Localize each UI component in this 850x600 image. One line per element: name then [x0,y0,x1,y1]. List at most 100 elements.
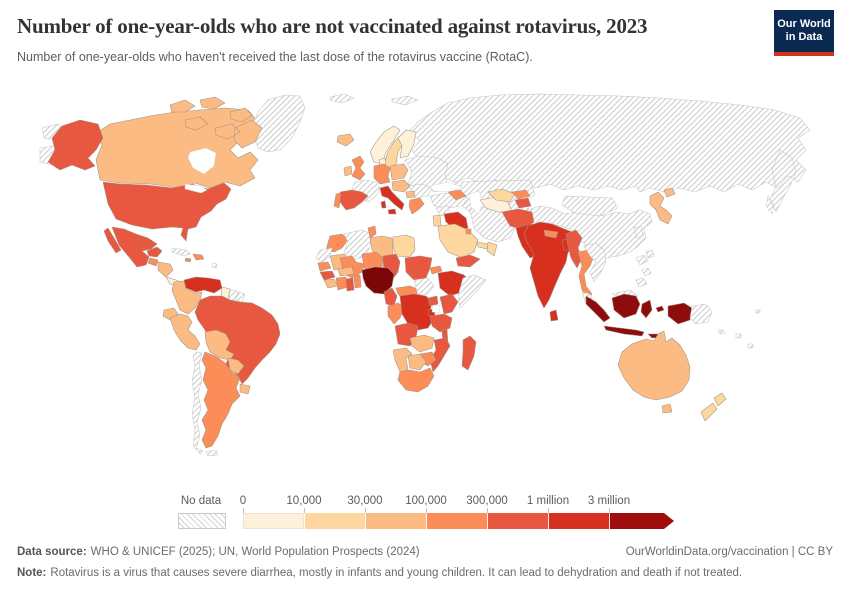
region-yemen[interactable] [455,254,481,268]
region-western-sahara[interactable] [315,247,333,263]
region-oman[interactable] [486,241,498,257]
region-peru[interactable] [169,313,201,351]
region-nepal[interactable] [543,229,559,239]
region-uganda[interactable] [427,295,439,307]
region-ireland[interactable] [343,165,353,177]
footer-link[interactable]: OurWorldinData.org/vaccination | CC BY [625,546,833,558]
region-uzbekistan[interactable] [487,188,516,203]
legend-bin[interactable] [487,513,548,529]
region-venezuela[interactable] [183,276,223,294]
region-sudan[interactable] [404,255,433,281]
region-taiwan[interactable] [645,249,655,259]
region-spain[interactable] [339,189,369,211]
legend-bin[interactable] [243,513,304,529]
region-alaska[interactable] [47,119,104,171]
region-tierra-del-fuego[interactable] [205,449,219,457]
region-afghanistan[interactable] [501,208,535,231]
region-serbia[interactable] [405,190,416,199]
region-czech-hungary[interactable] [391,179,411,193]
region-pacific-islands[interactable] [735,309,761,349]
region-zambia[interactable] [409,334,435,353]
region-french-guiana[interactable] [235,291,246,303]
region-korea[interactable] [633,225,644,239]
region-namibia[interactable] [392,347,413,373]
region-indochina[interactable] [583,242,607,283]
region-solomon-islands[interactable] [717,329,726,335]
region-papua-new-guinea[interactable] [689,303,713,325]
region-senegal[interactable] [317,261,332,272]
legend-tick-label: 0 [239,495,247,507]
region-egypt[interactable] [392,234,416,258]
region-finland[interactable] [397,129,417,159]
region-madagascar[interactable] [461,335,477,371]
region-chile[interactable] [191,351,204,455]
region-sri-lanka[interactable] [549,309,559,322]
region-iceland[interactable] [336,133,355,147]
region-greece[interactable] [408,197,425,215]
region-guinea[interactable] [319,270,336,281]
region-jamaica[interactable] [184,257,192,263]
legend-bin[interactable] [609,513,674,529]
region-mexico[interactable] [103,226,163,268]
region-iraq[interactable] [443,211,469,231]
region-tajikistan[interactable] [514,197,532,209]
lake-victoria [431,304,441,314]
world-choropleth-map [39,93,811,457]
region-lesser-antilles[interactable] [211,262,218,269]
region-norway[interactable] [369,125,401,165]
region-tasmania[interactable] [661,403,673,414]
region-new-zealand[interactable] [700,392,727,422]
region-svalbard[interactable] [329,93,419,106]
region-sierra-leone-liberia[interactable] [323,278,339,289]
region-south-africa[interactable] [397,367,435,393]
region-portugal[interactable] [333,192,342,209]
region-tunisia[interactable] [367,225,377,239]
legend-bin[interactable] [548,513,609,529]
region-kuwait[interactable] [465,228,472,235]
region-paraguay[interactable] [227,357,245,375]
region-uk[interactable] [351,155,366,181]
footer-source: Data source: WHO & UNICEF (2025); UN, Wor… [17,546,420,558]
region-guatemala[interactable] [147,257,159,267]
region-denmark[interactable] [378,157,387,166]
legend-bin[interactable] [426,513,487,529]
legend-bin[interactable] [304,513,365,529]
region-botswana[interactable] [407,353,427,371]
region-jordan-israel[interactable] [432,214,442,227]
legend-no-data-swatch[interactable] [178,513,226,529]
region-greenland[interactable] [251,94,306,153]
region-bolivia[interactable] [204,329,235,361]
region-cameroon[interactable] [383,287,398,307]
region-togo-benin[interactable] [353,274,362,289]
region-cuba[interactable] [171,247,191,257]
region-uruguay[interactable] [239,383,251,395]
region-germany[interactable] [373,163,391,185]
region-eritrea[interactable] [429,265,443,275]
region-qatar-uae[interactable] [476,241,489,250]
region-saudi-arabia[interactable] [437,223,479,259]
region-italy[interactable] [379,185,405,215]
region-kenya[interactable] [439,293,459,315]
region-kyrgyzstan[interactable] [511,189,531,200]
region-somalia[interactable] [457,274,487,309]
region-colombia[interactable] [171,280,203,315]
region-honduras-nicaragua[interactable] [157,261,174,278]
region-tanzania[interactable] [429,313,453,333]
region-caucasus[interactable] [447,189,467,201]
legend-bin[interactable] [365,513,426,529]
region-australia[interactable] [617,330,691,401]
region-philippines[interactable] [635,254,652,288]
region-south-sudan[interactable] [413,277,435,296]
region-argentina[interactable] [201,351,241,449]
region-ghana[interactable] [345,277,355,292]
region-mozambique[interactable] [429,337,451,373]
owid-logo[interactable]: Our World in Data [774,10,834,56]
region-hispaniola[interactable] [192,253,205,261]
region-poland[interactable] [389,163,409,181]
region-japan[interactable] [649,187,676,225]
region-mongolia[interactable] [561,195,619,217]
region-canada-arctic-islands[interactable] [169,96,263,149]
region-indonesia[interactable] [585,293,693,339]
region-gabon-congo[interactable] [387,302,405,325]
region-burkina-faso[interactable] [337,266,355,277]
